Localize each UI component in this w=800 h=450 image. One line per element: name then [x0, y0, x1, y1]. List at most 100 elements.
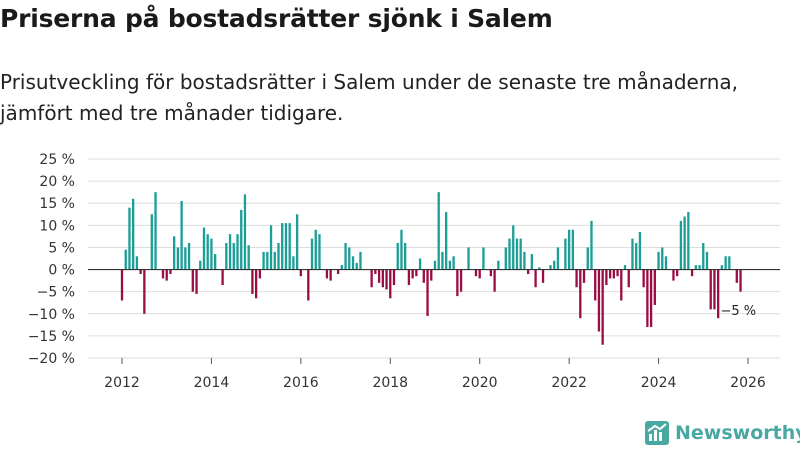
bars-layer: [120, 192, 742, 345]
chart-title: Priserna på bostadsrätter sjönk i Salem: [0, 4, 553, 33]
bar: [437, 192, 440, 270]
bar: [735, 269, 738, 283]
y-tick-label: 10 %: [39, 218, 75, 234]
bar: [400, 229, 403, 270]
x-tick-label: 2012: [104, 375, 140, 391]
bar: [124, 249, 127, 270]
bar: [541, 269, 545, 283]
bar: [176, 247, 180, 270]
bar: [187, 243, 191, 270]
bar: [646, 269, 649, 328]
bar: [396, 243, 399, 270]
bar: [269, 225, 273, 270]
bar: [441, 251, 444, 270]
bar: [553, 260, 556, 270]
bar: [161, 269, 165, 279]
bar: [128, 207, 131, 270]
bar: [262, 251, 265, 270]
bar: [251, 269, 254, 294]
bar: [687, 212, 690, 270]
y-tick-label: −20 %: [28, 351, 75, 367]
bar: [355, 262, 358, 270]
bar: [307, 269, 310, 301]
bar: [310, 238, 314, 270]
bar: [415, 269, 418, 277]
bar: [407, 269, 411, 286]
y-tick-label: 15 %: [39, 196, 75, 212]
axis-layer: 25 % 20 % 15 % 10 % 5 % 0 % −5 % −10 % −15 % −20 …: [28, 152, 780, 391]
bar: [567, 229, 571, 270]
bar: [329, 269, 332, 281]
bar: [635, 243, 638, 270]
bar: [336, 269, 340, 274]
bar: [601, 269, 604, 345]
bar: [389, 269, 392, 299]
bar: [478, 269, 481, 279]
y-tick-label: 5 %: [48, 240, 75, 256]
bar: [344, 243, 347, 270]
x-tick-label: 2018: [372, 375, 408, 391]
y-tick-label: −10 %: [28, 307, 75, 323]
bar: [210, 238, 213, 270]
bar: [377, 269, 381, 283]
bar: [299, 269, 302, 277]
bar: [240, 209, 243, 270]
bar: [348, 247, 351, 270]
bar: [713, 269, 716, 310]
bar: [258, 269, 262, 279]
x-tick-label: 2026: [730, 375, 766, 391]
bar: [717, 269, 720, 319]
bar: [523, 251, 526, 270]
brand-logo: Newsworthy: [645, 421, 800, 445]
bar: [184, 247, 187, 270]
bar: [698, 265, 701, 270]
bar: [314, 229, 317, 270]
x-tick-label: 2024: [641, 375, 677, 391]
bar: [325, 269, 329, 279]
bar: [519, 238, 522, 270]
bar: [597, 269, 601, 332]
bar: [228, 234, 232, 270]
bar: [404, 243, 407, 270]
bar: [277, 243, 280, 270]
bar: [702, 243, 705, 270]
chart-subtitle: Prisutveckling för bostadsrätter i Salem…: [0, 70, 739, 125]
newsworthy-logo-icon: [645, 421, 669, 445]
bar: [605, 269, 608, 286]
bar: [672, 269, 675, 281]
bar: [724, 256, 727, 270]
y-tick-label: 20 %: [39, 174, 75, 190]
bar: [154, 192, 157, 270]
bar: [318, 234, 321, 270]
bar: [202, 227, 206, 270]
bar: [534, 269, 537, 288]
bar: [214, 254, 217, 270]
bar: [571, 229, 575, 270]
bar: [579, 269, 582, 319]
bar: [530, 254, 534, 270]
bar: [433, 260, 437, 270]
bar: [199, 260, 202, 270]
bar: [173, 236, 176, 270]
bar: [549, 265, 552, 270]
bar: [608, 269, 612, 279]
bar: [132, 198, 135, 270]
bar: [683, 216, 686, 270]
bar: [165, 269, 168, 281]
brand-name: Newsworthy: [675, 422, 800, 444]
bar: [612, 269, 615, 279]
bar: [690, 269, 694, 277]
bar: [512, 225, 515, 270]
bar: [411, 269, 414, 279]
bar: [195, 269, 198, 294]
bar: [351, 256, 355, 270]
bar: [709, 269, 712, 310]
x-tick-label: 2014: [194, 375, 230, 391]
bar: [456, 269, 459, 297]
bar: [657, 251, 660, 270]
bar: [467, 247, 470, 270]
bar: [281, 223, 284, 270]
bar: [150, 214, 153, 270]
bar: [180, 201, 183, 270]
